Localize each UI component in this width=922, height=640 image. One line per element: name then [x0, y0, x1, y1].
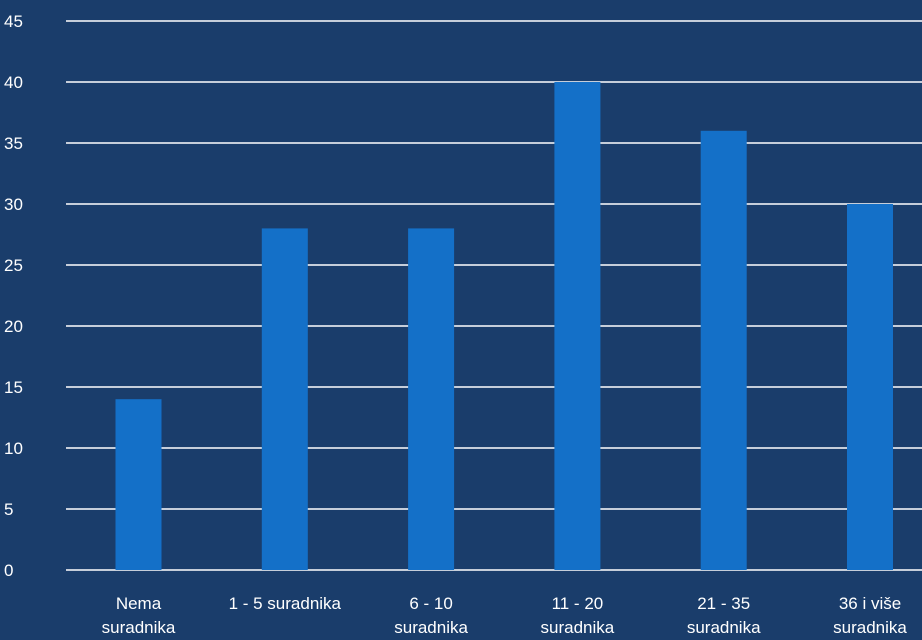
x-axis-category-labels: Nema suradnika 1 - 5 suradnika 6 - 10 suradn… — [102, 594, 908, 637]
bar-2 — [408, 228, 455, 570]
x-category-label: 1 - 5 suradnika — [229, 594, 342, 613]
bar-3 — [554, 82, 601, 570]
y-tick-label: 25 — [4, 256, 23, 275]
bar-4 — [700, 130, 747, 571]
x-category-label: suradnika — [541, 618, 615, 637]
y-axis-tick-labels: 0 5 10 15 20 25 30 35 40 45 — [4, 12, 23, 580]
y-tick-label: 5 — [4, 500, 13, 519]
y-tick-label: 10 — [4, 439, 23, 458]
gridlines — [66, 20, 922, 571]
x-category-label: 36 i više — [839, 594, 901, 613]
y-tick-label: 20 — [4, 317, 23, 336]
y-tick-label: 35 — [4, 134, 23, 153]
y-tick-label: 15 — [4, 378, 23, 397]
y-tick-label: 40 — [4, 73, 23, 92]
x-category-label: suradnika — [833, 618, 907, 637]
bar-1 — [261, 228, 308, 570]
y-tick-label: 0 — [4, 561, 13, 580]
x-category-label: suradnika — [687, 618, 761, 637]
bar-0 — [115, 399, 162, 570]
x-category-label: 6 - 10 — [409, 594, 452, 613]
x-category-label: 21 - 35 — [697, 594, 750, 613]
bar-5 — [847, 204, 893, 570]
y-tick-label: 30 — [4, 195, 23, 214]
x-category-label: suradnika — [394, 618, 468, 637]
x-category-label: 11 - 20 — [552, 594, 604, 613]
x-category-label: suradnika — [102, 618, 176, 637]
x-category-label: Nema — [116, 594, 162, 613]
y-tick-label: 45 — [4, 12, 23, 31]
bars — [115, 82, 893, 571]
